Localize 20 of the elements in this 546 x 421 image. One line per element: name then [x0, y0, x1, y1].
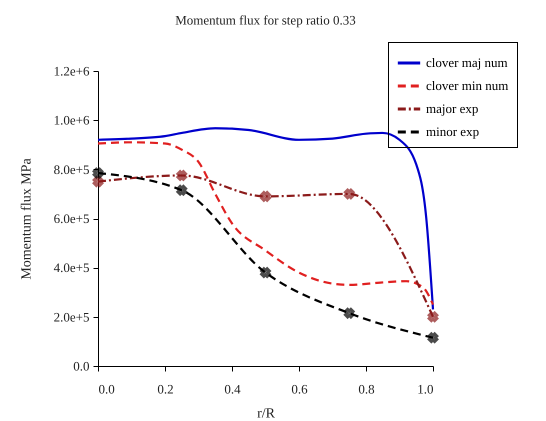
y-tick-label: 1.2e+6	[54, 64, 90, 78]
y-axis-title: Momentum flux MPa	[20, 158, 35, 280]
legend-label: minor exp	[426, 124, 480, 139]
x-tick-label: 0.4	[224, 382, 242, 396]
y-tick-label: 2.0e+5	[54, 309, 90, 324]
x-tick-label: 0.2	[157, 382, 174, 396]
y-tick-label: 1.0e+6	[54, 112, 90, 128]
chart-title: Momentum flux for step ratio 0.33	[175, 12, 356, 28]
y-tick-label: 4.0e+5	[54, 260, 90, 276]
x-tick-label: 0.8	[358, 382, 375, 396]
x-tick-label: 1.0	[417, 382, 434, 396]
y-tick-label: 6.0e+5	[54, 211, 90, 226]
x-tick-label: 0.0	[98, 382, 115, 396]
legend-label: major exp	[426, 101, 478, 116]
legend-label: clover maj num	[426, 55, 508, 70]
x-axis-title: r/R	[257, 406, 276, 421]
y-tick-label: 0.0	[73, 358, 90, 374]
legend-label: clover min num	[426, 78, 508, 93]
y-tick-label: 8.0e+5	[54, 162, 90, 177]
x-tick-label: 0.6	[291, 382, 308, 396]
